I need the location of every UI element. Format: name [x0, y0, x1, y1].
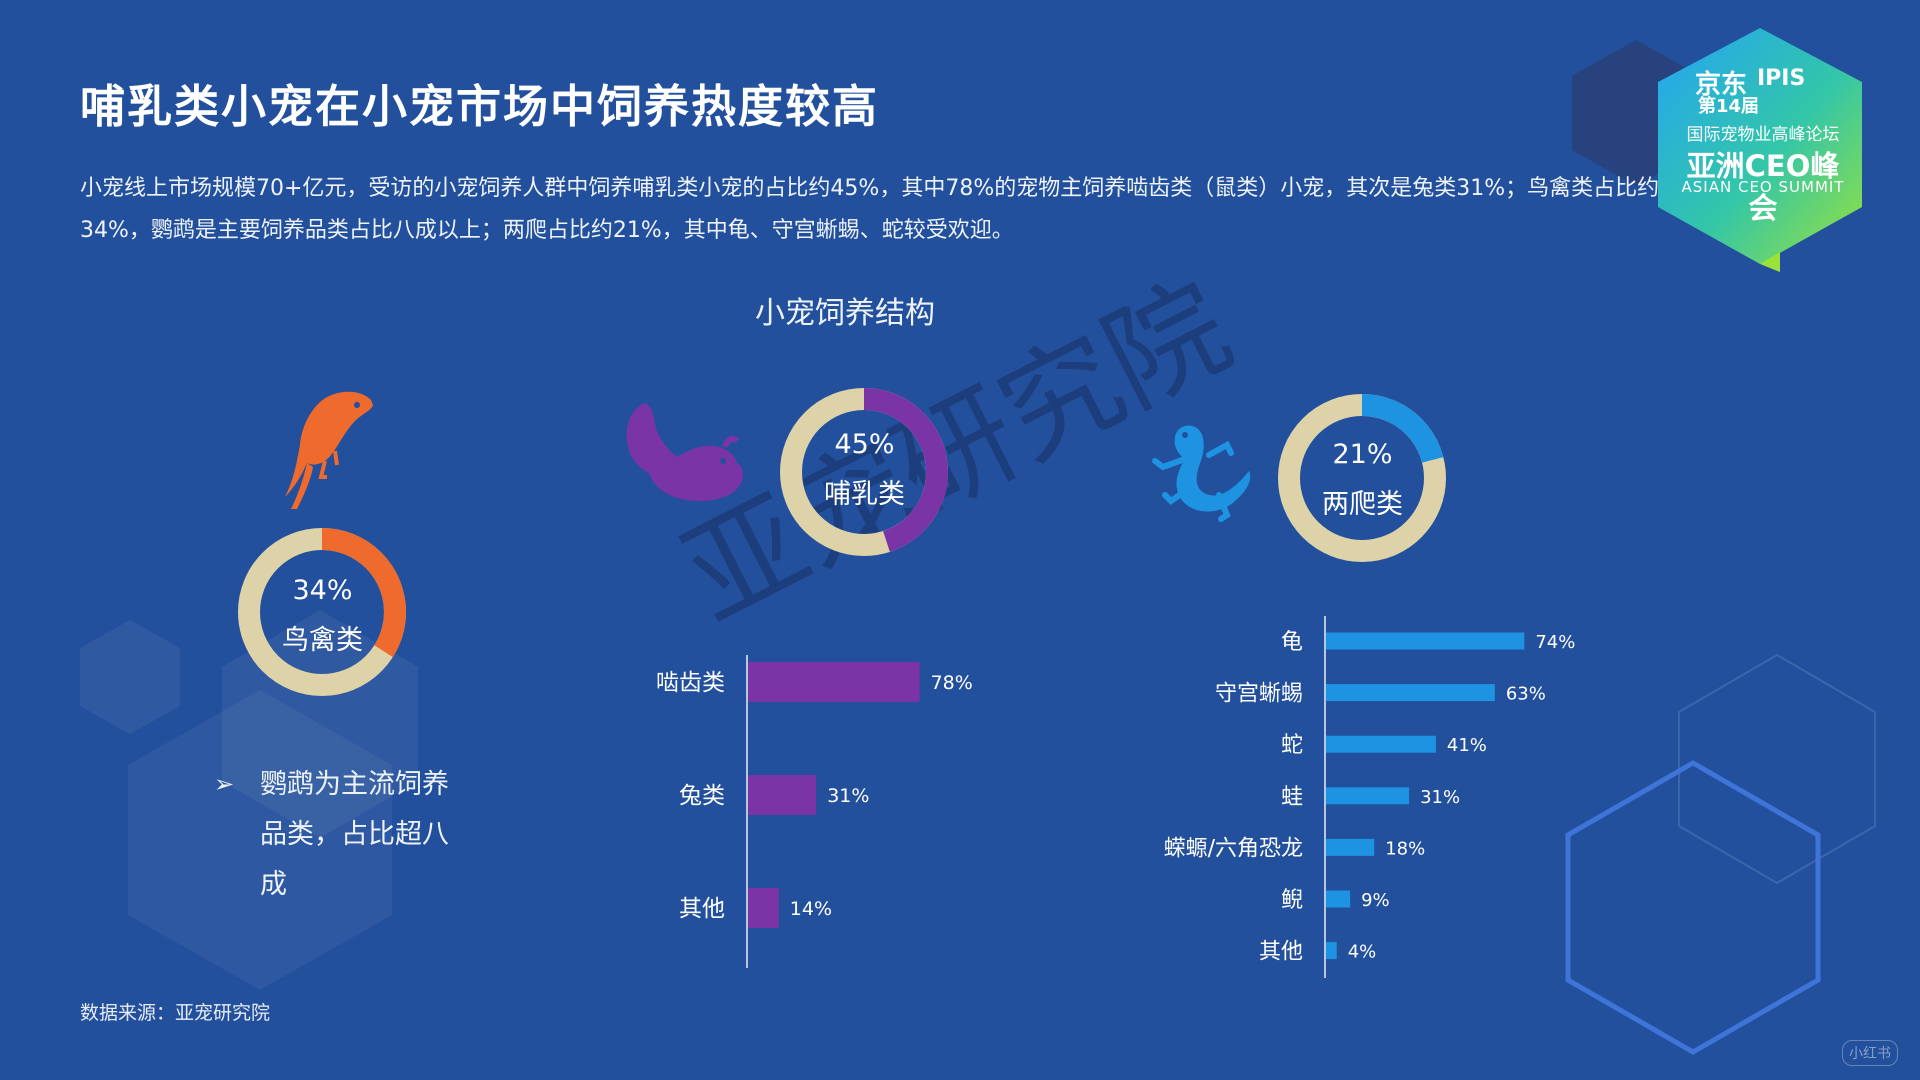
bar-category-label: 其他: [679, 896, 725, 922]
data-source: 数据来源：亚宠研究院: [80, 1002, 271, 1024]
bullet-arrow-icon: ➢: [214, 770, 235, 798]
bar: [1326, 632, 1525, 650]
hexagon-decoration: [128, 690, 392, 990]
logo-edition: 第14届: [1698, 96, 1760, 117]
bar-value-label: 41%: [1447, 735, 1487, 756]
bar: [1326, 735, 1436, 753]
logo-summit: 亚洲CEO峰会: [1686, 149, 1840, 225]
bar-value-label: 4%: [1348, 942, 1377, 963]
donut-segment: [780, 388, 948, 556]
bar: [1326, 838, 1375, 856]
summit-logo: [1658, 28, 1862, 272]
donut-percent: 21%: [1332, 439, 1393, 470]
donut-category: 鸟禽类: [282, 625, 363, 656]
chinchilla-icon: [626, 403, 744, 501]
hexagon-outline: [1565, 760, 1821, 1055]
donut-label-reptile: 21% 两爬类: [1290, 430, 1435, 530]
bar-category-label: 其他: [1259, 940, 1303, 965]
bullet-note: 鹦鹉为主流饲养品类，占比超八成: [260, 769, 449, 900]
bar-value-label: 31%: [827, 785, 869, 807]
hexagon-decoration: [80, 620, 180, 734]
donut-percent: 45%: [834, 429, 895, 460]
bar: [748, 662, 920, 702]
bird-parrot-icon: [285, 391, 373, 509]
chart-title: 小宠饲养结构: [755, 296, 935, 331]
logo-ipis: IPIS: [1757, 66, 1806, 91]
bar-value-label: 9%: [1361, 890, 1390, 911]
donut-category: 哺乳类: [824, 479, 905, 510]
bar: [748, 775, 817, 815]
donut-label-mammal: 45% 哺乳类: [792, 420, 937, 520]
bar-category-label: 兔类: [679, 783, 725, 809]
donut-label-bird: 34% 鸟禽类: [250, 566, 395, 666]
gecko-icon: [1152, 425, 1251, 522]
bar: [748, 888, 779, 928]
page-title: 哺乳类小宠在小宠市场中饲养热度较高: [80, 80, 880, 133]
bar-value-label: 18%: [1385, 838, 1425, 859]
corner-watermark: 小红书: [1842, 1040, 1898, 1066]
bar-category-label: 啮齿类: [656, 670, 725, 696]
logo-forum: 国际宠物业高峰论坛: [1686, 125, 1840, 145]
bar-value-label: 63%: [1506, 684, 1546, 705]
bar-category-label: 鲵: [1281, 888, 1303, 913]
bar-value-label: 14%: [790, 898, 832, 920]
bar-category-label: 守宫蜥蜴: [1215, 682, 1303, 707]
bar: [1326, 890, 1351, 908]
intro-paragraph: 小宠线上市场规模70+亿元，受访的小宠饲养人群中饲养哺乳类小宠的占比约45%，其…: [80, 176, 1660, 243]
bar-category-label: 蛙: [1281, 785, 1303, 810]
bar: [1326, 684, 1495, 702]
logo-brand: 京东: [1695, 70, 1748, 100]
donut-segment: [238, 528, 406, 696]
bar-value-label: 74%: [1535, 632, 1575, 653]
bar-value-label: 31%: [1420, 787, 1460, 808]
hexagon-decoration: [1678, 653, 1876, 885]
bar-category-label: 蝾螈/六角恐龙: [1164, 836, 1303, 861]
bar: [1326, 942, 1337, 960]
logo-english: ASIAN CEO SUMMIT: [1681, 178, 1845, 196]
bar-value-label: 78%: [931, 672, 973, 694]
donut-percent: 34%: [292, 575, 353, 606]
bar-category-label: 蛇: [1281, 733, 1303, 758]
bar-category-label: 龟: [1281, 630, 1303, 655]
donut-segment: [1278, 394, 1446, 562]
donut-category: 两爬类: [1322, 489, 1403, 520]
bar: [1326, 787, 1410, 805]
